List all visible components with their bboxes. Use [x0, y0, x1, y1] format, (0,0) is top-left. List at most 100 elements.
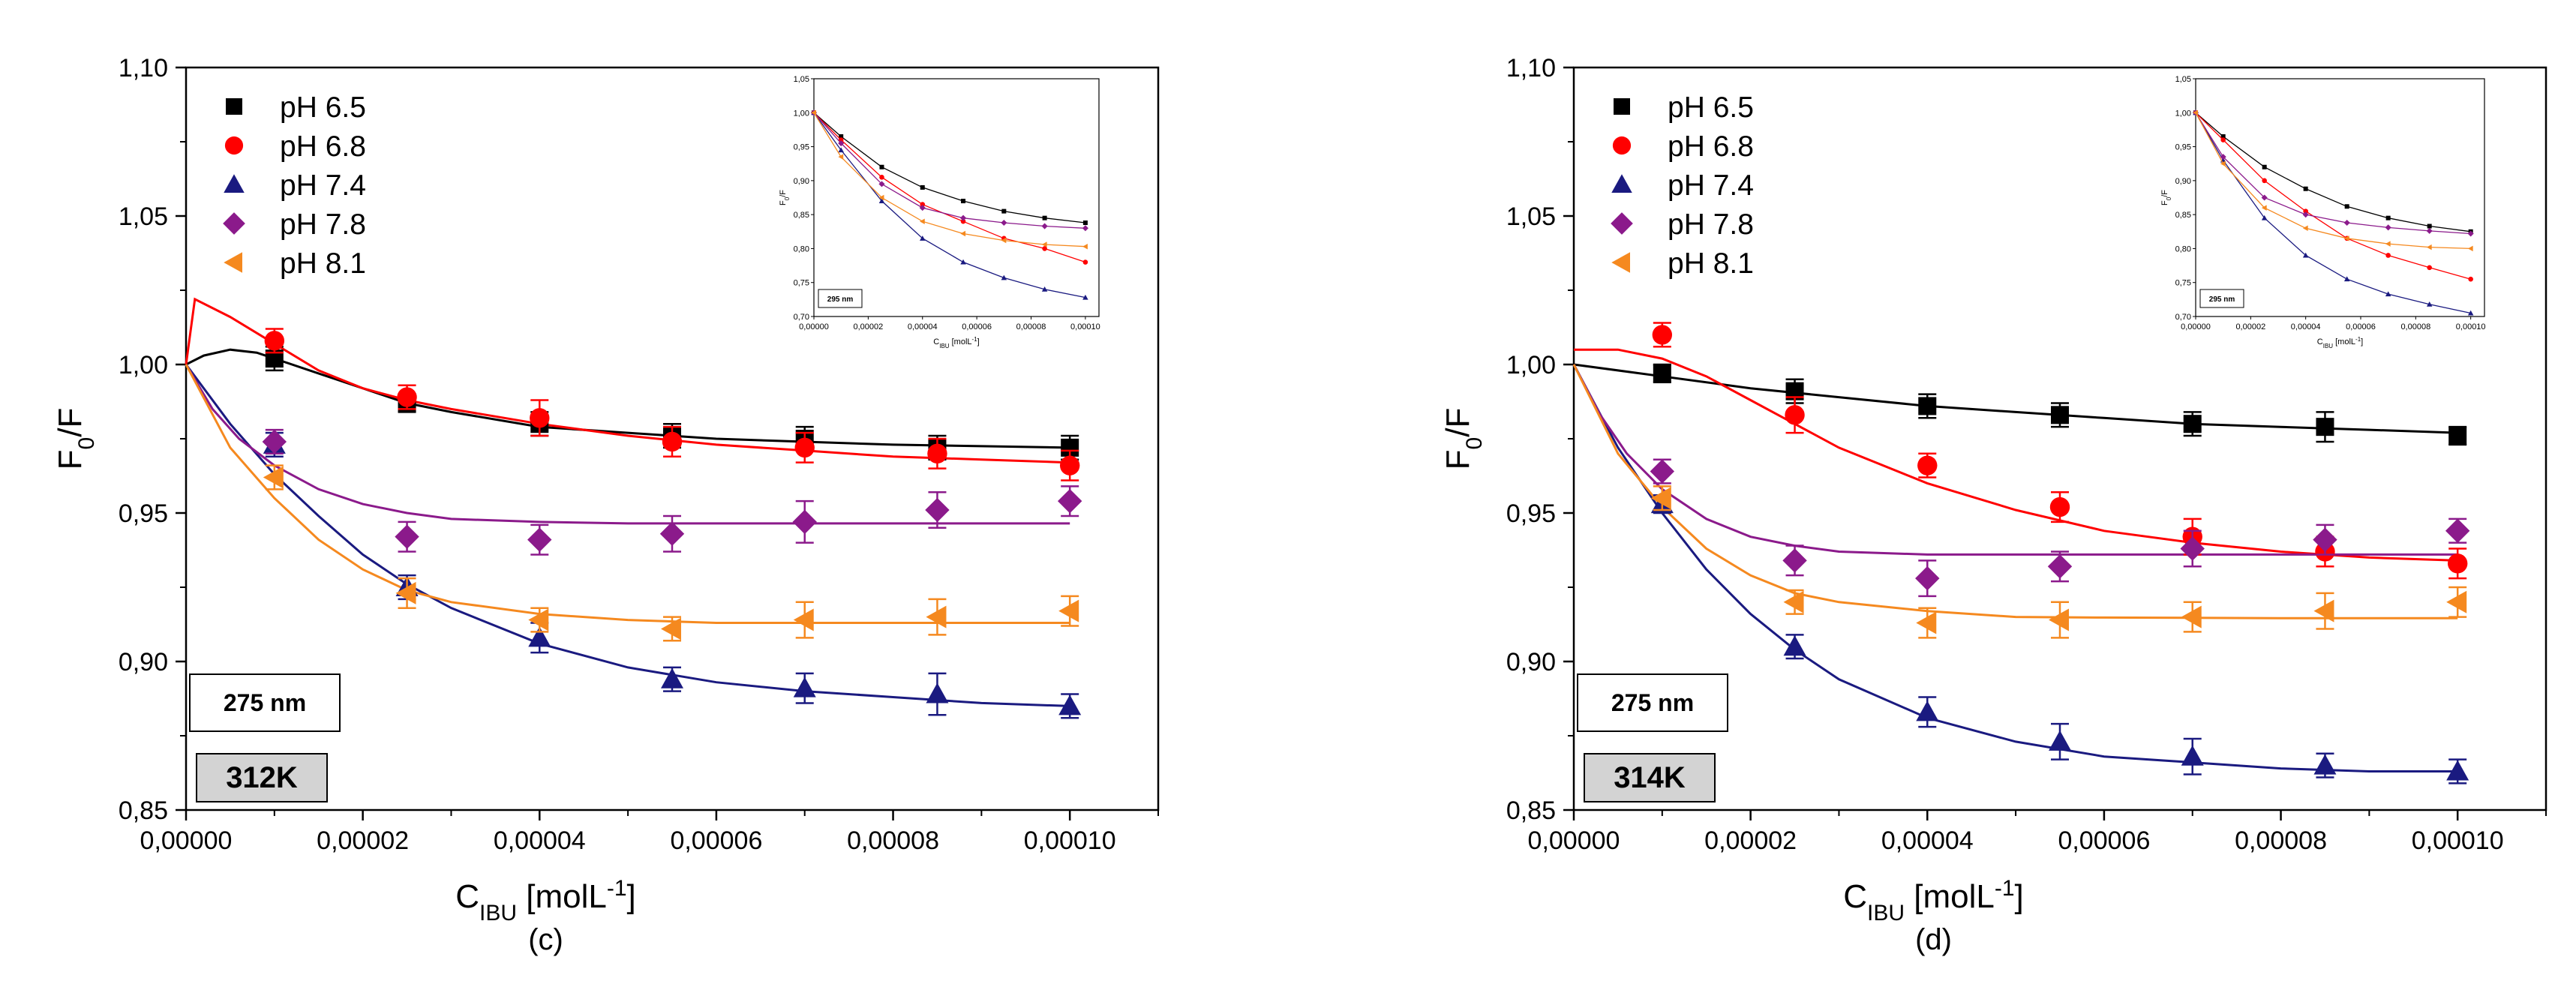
series-pH-7-8	[1650, 458, 2470, 598]
inset-data-point	[838, 147, 844, 153]
data-point	[2313, 527, 2337, 552]
inset-data-point	[2426, 227, 2433, 234]
inset-y-tick-label: 1,05	[794, 75, 809, 84]
wavelength-label: 275 nm	[1611, 689, 1694, 716]
inset-y-tick-label: 0,90	[2175, 177, 2191, 186]
inset-data-point	[2261, 214, 2268, 220]
x-tick-label: 0,00000	[140, 826, 233, 855]
inset-y-axis-title-main: F	[2160, 200, 2169, 206]
data-point	[1652, 325, 1673, 345]
data-point	[792, 509, 817, 535]
data-point	[2049, 730, 2071, 751]
inset-data-point	[2220, 154, 2226, 160]
inset-data-point	[2427, 265, 2432, 271]
inset-data-point	[2343, 219, 2350, 226]
temperature-box	[196, 753, 328, 802]
data-point	[527, 527, 552, 552]
series-pH-7-4	[263, 431, 1082, 719]
legend-label: pH 7.4	[1668, 170, 1754, 202]
legend-marker	[224, 136, 244, 155]
inset-y-tick-label: 0,75	[794, 279, 809, 288]
inset-data-point	[2220, 134, 2226, 139]
inset-x-tick-label: 0,00008	[1016, 322, 1046, 332]
inset-data-point	[920, 218, 925, 224]
data-point	[2445, 518, 2470, 543]
inset-data-point	[1082, 220, 1088, 226]
data-point	[2183, 415, 2202, 434]
inset-curve-pH-7-8	[2195, 112, 2471, 235]
inset-frame	[813, 78, 1100, 317]
inset-x-axis-title-main: C	[933, 338, 939, 346]
data-point	[2316, 418, 2334, 436]
inset-data-point	[2426, 301, 2433, 307]
x-axis-title-main: C	[1843, 878, 1867, 915]
legend-label: pH 6.5	[1668, 92, 1754, 124]
inset-data-point	[920, 184, 925, 190]
inset-curve-pH-6-5	[2195, 112, 2471, 232]
inset-data-point	[2220, 137, 2226, 142]
panel-label: (d)	[1915, 923, 1952, 956]
inset-x-tick-label: 0,00010	[2456, 322, 2486, 332]
inset-x-tick-label: 0,00008	[2400, 322, 2430, 332]
inset-x-tick-label: 0,00006	[962, 322, 992, 332]
inset-data-point	[920, 236, 926, 241]
inset-x-tick-label: 0,00004	[2291, 322, 2321, 332]
inset-chart: 0,70 0,75 0,80 0,85 0,90 0,95 1,00 1,05 0,00000 0…	[2160, 75, 2486, 350]
legend-label: pH 6.5	[280, 92, 366, 124]
fit-curve-pH-7-8	[1572, 364, 2458, 556]
inset-data-point	[2303, 186, 2308, 191]
x-axis-title-sup: -1	[1995, 876, 2015, 901]
x-tick-label: 0,00010	[1024, 826, 1116, 855]
data-point	[2313, 754, 2337, 775]
data-point	[659, 521, 685, 546]
inset-data-point	[961, 199, 966, 204]
inset-curve-pH-8-1	[2195, 112, 2471, 250]
inset-wavelength-box	[818, 289, 863, 308]
inset-y-tick-label: 0,95	[2175, 143, 2191, 152]
inset-data-point	[2468, 276, 2473, 282]
inset-y-axis-title: F0/F	[2160, 190, 2172, 206]
data-point	[2047, 554, 2073, 579]
inset-data-point	[1001, 208, 1007, 214]
data-point	[1653, 364, 1671, 382]
data-point	[1650, 459, 1675, 484]
data-point	[1915, 566, 1940, 591]
x-axis-title-unit: [molL	[1905, 878, 1995, 915]
inset-y-tick-label: 0,85	[2175, 211, 2191, 220]
inset-curve-pH-7-4	[2195, 112, 2471, 314]
data-point	[2447, 554, 2468, 574]
fit-curve-pH-8-1	[1572, 364, 2458, 620]
inset-y-tick-label: 0,75	[2175, 279, 2191, 288]
legend-marker	[1611, 252, 1630, 273]
x-axis-title-unit: [molL	[517, 878, 607, 915]
inset-data-point	[2261, 205, 2267, 211]
inset-data-point	[1082, 260, 1088, 265]
series-pH-7-4	[1650, 493, 2469, 784]
x-tick-label: 0,00008	[2235, 826, 2327, 855]
inset-curve-pH-8-1	[813, 112, 1085, 248]
inset-wavelength-label: 295 nm	[827, 296, 854, 304]
inset-x-axis-title: CIBU [molL-1]	[2317, 336, 2363, 350]
inset-x-axis-title-unit: [molL	[950, 338, 972, 346]
inset-data-point	[959, 214, 967, 221]
inset-data-point	[2261, 194, 2268, 201]
data-point	[793, 676, 816, 698]
inset-x-tick-label: 0,00000	[799, 322, 829, 332]
x-tick-label: 0,00004	[494, 826, 586, 855]
inset-x-axis-title-unit: [molL	[2333, 338, 2355, 346]
inset-data-point	[2220, 160, 2226, 166]
legend-marker	[224, 174, 245, 193]
inset-data-point	[878, 194, 884, 201]
inset-data-point	[1042, 246, 1047, 251]
x-tick-label: 0,00004	[1881, 826, 1974, 855]
x-tick-label: 0,00006	[670, 826, 762, 855]
data-point	[662, 431, 683, 452]
legend-label: pH 6.8	[1668, 130, 1754, 163]
x-tick-label: 0,00002	[1704, 826, 1797, 855]
x-tick-label: 0,00008	[847, 826, 939, 855]
data-point	[395, 581, 416, 604]
data-point	[794, 437, 815, 458]
panel-label: (c)	[528, 923, 563, 956]
temperature-label: 314K	[1614, 761, 1686, 794]
inset-y-axis-title-tail: /F	[779, 190, 788, 197]
